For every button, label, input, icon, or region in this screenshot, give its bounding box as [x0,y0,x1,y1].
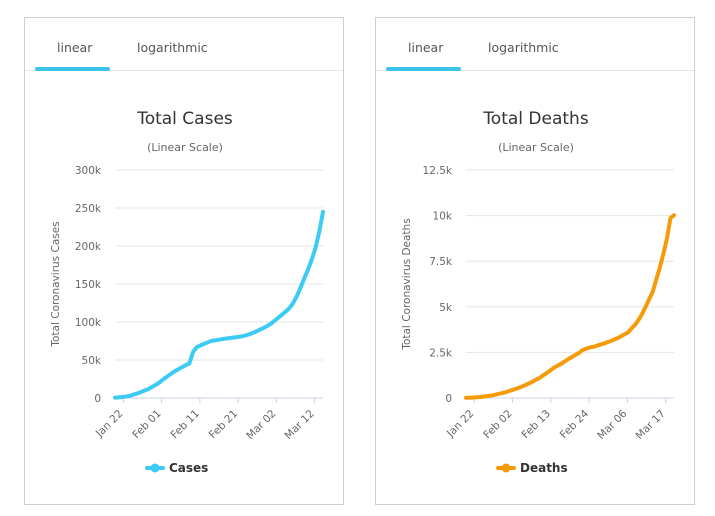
legend-label: Deaths [520,461,568,475]
series-line [113,209,325,400]
scale-tabs: linear logarithmic [25,18,343,71]
y-tick-label: 5k [439,302,453,314]
active-tab-indicator [35,67,110,71]
y-tick-label: 200k [75,241,102,253]
deaths-chart: Total Deaths (Linear Scale) 0 2.5k 5k 7.5k 10k… [401,109,676,475]
y-tick-label: 10k [433,211,453,223]
legend-swatch-marker [501,463,511,473]
legend-swatch-marker [150,463,160,473]
x-tick-label: Feb 13 [520,408,553,441]
x-tick-label: Feb 01 [130,408,163,441]
y-tick-label: 0 [94,393,101,405]
x-tick-label: Feb 21 [207,408,240,441]
deaths-chart-panel: linear logarithmic Total Deaths (Linear S… [375,17,695,505]
y-axis-title: Total Coronavirus Deaths [401,218,413,350]
y-tick-label: 300k [75,165,102,177]
x-tick-label: Feb 11 [169,408,202,441]
x-tick-label: Feb 02 [481,408,514,441]
x-tick-label: Mar 17 [633,408,667,442]
y-tick-label: 0 [445,393,452,405]
tab-logarithmic[interactable]: logarithmic [488,40,559,55]
y-tick-label: 150k [75,279,102,291]
cases-chart: Total Cases (Linear Scale) 0 50k 100k 150k 200… [50,109,325,475]
series-line [464,213,676,400]
x-tick-label: Mar 06 [595,407,630,442]
tab-logarithmic[interactable]: logarithmic [137,40,208,55]
chart-title: Total Deaths [482,109,589,129]
y-axis-title: Total Coronavirus Cases [50,221,62,347]
chart-subtitle: (Linear Scale) [147,141,223,154]
y-tick-label: 250k [75,203,102,215]
y-tick-label: 2.5k [429,347,453,359]
tab-linear[interactable]: linear [57,40,93,55]
active-tab-indicator [386,67,461,71]
chart-subtitle: (Linear Scale) [498,141,574,154]
x-tick-label: Mar 12 [282,408,316,442]
legend-label: Cases [169,461,208,475]
chart-title: Total Cases [136,109,233,129]
tab-linear[interactable]: linear [408,40,444,55]
cases-chart-panel: linear logarithmic Total Cases (Linear Sc… [24,17,344,505]
y-tick-label: 12.5k [423,165,453,177]
y-tick-label: 100k [75,317,102,329]
x-tick-label: Jan 22 [444,408,476,440]
x-tick-label: Mar 02 [244,408,278,442]
x-tick-label: Feb 24 [558,407,592,441]
x-tick-label: Jan 22 [93,408,125,440]
y-tick-label: 50k [82,355,102,367]
y-tick-label: 7.5k [429,256,453,268]
scale-tabs: linear logarithmic [376,18,694,71]
